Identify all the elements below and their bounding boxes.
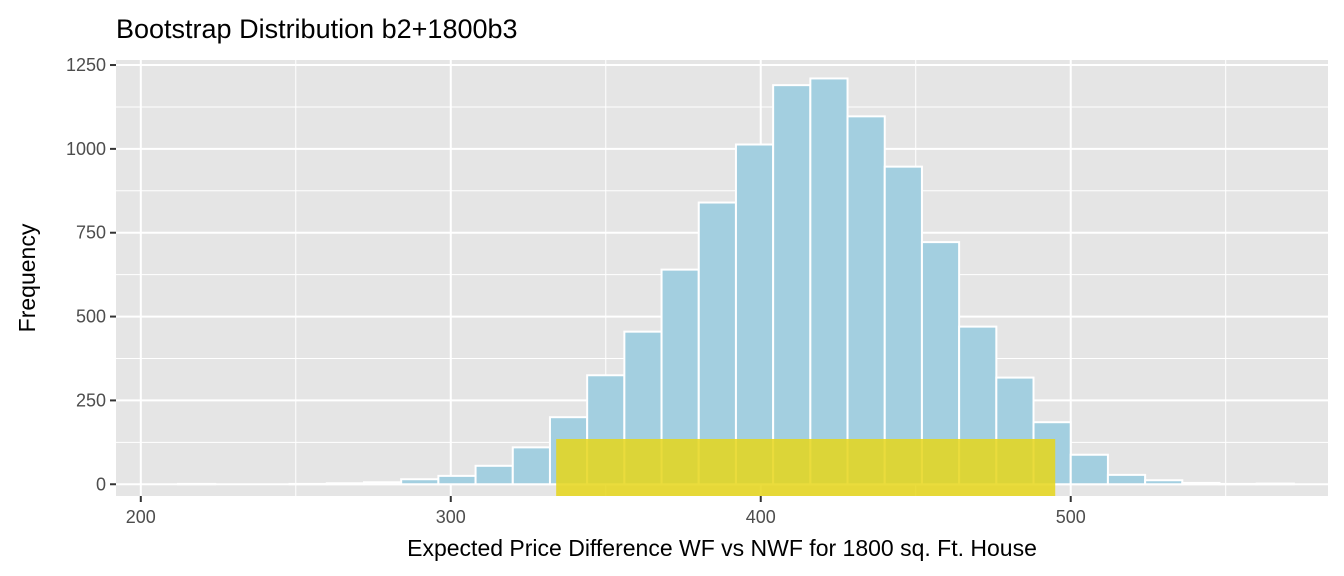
x-axis: 200 300 400 500 [126,496,1086,527]
x-tick-label: 300 [436,507,466,527]
histogram-bar [883,165,923,486]
x-tick-label: 200 [126,507,156,527]
y-tick-label: 250 [76,390,106,410]
histogram-bar [1069,453,1109,486]
histogram-bar [325,482,365,486]
confidence-interval-band [556,438,1056,496]
histogram-bar [734,143,775,486]
histogram-bar [1106,473,1147,486]
histogram-bar [474,464,514,486]
y-tick-label: 750 [76,223,106,243]
histogram-bar [809,77,849,486]
y-axis: 0 250 500 750 1000 1250 [66,55,116,494]
histogram-bar [437,474,477,486]
x-axis-title: Expected Price Difference WF vs NWF for … [407,535,1037,561]
histogram-bar [1181,481,1221,486]
y-tick-label: 1000 [66,139,106,159]
y-axis-title: Frequency [14,223,40,332]
y-tick-label: 1250 [66,55,106,75]
histogram-bar [846,115,886,486]
histogram-bar [772,84,812,486]
x-tick-label: 400 [746,507,776,527]
histogram-bar [362,481,403,486]
y-tick-label: 0 [96,474,106,494]
histogram-bar [511,446,551,486]
histogram-bar [1255,482,1295,486]
histogram-bar [400,478,440,486]
x-tick-label: 500 [1056,507,1086,527]
chart-title: Bootstrap Distribution b2+1800b3 [116,14,518,44]
y-tick-label: 500 [76,307,106,327]
histogram-bar [1144,479,1184,486]
